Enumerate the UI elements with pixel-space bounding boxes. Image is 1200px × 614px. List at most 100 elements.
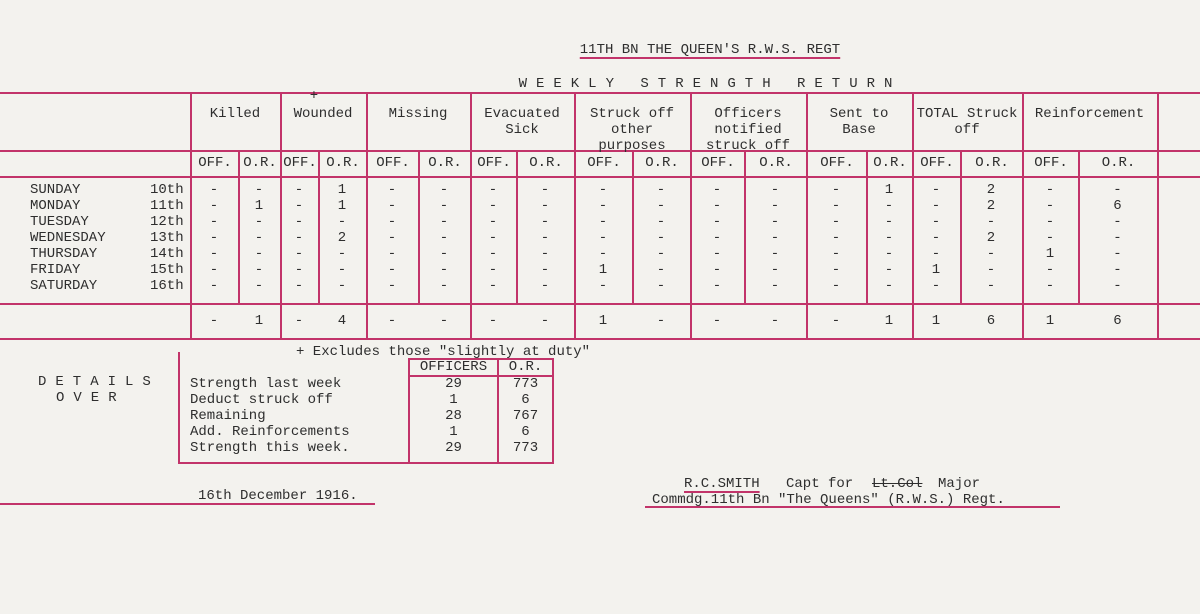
cell: - bbox=[209, 182, 219, 198]
cell: - bbox=[294, 214, 304, 230]
sub-header: O.R. bbox=[243, 155, 277, 171]
date-label: 15th bbox=[150, 262, 184, 278]
rule-line bbox=[408, 358, 410, 464]
rule-line bbox=[0, 503, 375, 505]
cell: - bbox=[1045, 278, 1055, 294]
cell: - bbox=[1113, 230, 1122, 246]
cell: - bbox=[1045, 262, 1055, 278]
group-header: Wounded bbox=[293, 106, 353, 122]
group-header: Missing bbox=[388, 106, 448, 122]
cell: - bbox=[209, 214, 219, 230]
cell: - bbox=[488, 278, 498, 294]
cell: - bbox=[209, 230, 219, 246]
day-label: TUESDAY bbox=[30, 214, 89, 230]
strength-value: 6 bbox=[521, 424, 530, 440]
cell: - bbox=[656, 278, 666, 294]
sub-header: O.R. bbox=[975, 155, 1009, 171]
cell: - bbox=[387, 278, 397, 294]
cell: - bbox=[884, 198, 894, 214]
signatory: R.C.SMITH bbox=[684, 476, 760, 492]
cell: - bbox=[770, 262, 780, 278]
cell: - bbox=[540, 230, 550, 246]
rule-line bbox=[178, 352, 180, 464]
sub-header: O.R. bbox=[759, 155, 793, 171]
cell: - bbox=[831, 182, 841, 198]
total-cell: 1 bbox=[254, 313, 264, 329]
cell: - bbox=[294, 230, 304, 246]
total-cell: - bbox=[488, 313, 498, 329]
total-cell: - bbox=[770, 313, 780, 329]
cell: - bbox=[439, 246, 449, 262]
cell: - bbox=[656, 198, 666, 214]
cell: 1 bbox=[1045, 246, 1055, 262]
rule-line bbox=[1157, 92, 1159, 338]
cell: - bbox=[209, 198, 219, 214]
cell: - bbox=[254, 262, 264, 278]
sub-header: O.R. bbox=[645, 155, 679, 171]
rule-line bbox=[960, 150, 962, 303]
rule-line bbox=[912, 92, 914, 338]
cell: - bbox=[931, 230, 941, 246]
cell: - bbox=[540, 278, 550, 294]
subtitle: WEEKLY STRENGTH RETURN bbox=[518, 76, 902, 92]
day-label: FRIDAY bbox=[30, 262, 81, 278]
day-label: SATURDAY bbox=[30, 278, 98, 294]
cell: - bbox=[254, 182, 264, 198]
sub-header: OFF. bbox=[477, 155, 511, 171]
rule-line bbox=[318, 150, 320, 303]
cell: - bbox=[1113, 262, 1122, 278]
cell: - bbox=[884, 262, 894, 278]
strength-header: OFFICERS bbox=[419, 359, 488, 375]
cell: - bbox=[387, 246, 397, 262]
cell: - bbox=[656, 230, 666, 246]
rule-line bbox=[0, 303, 1200, 305]
cell: - bbox=[1113, 214, 1122, 230]
cell: - bbox=[884, 278, 894, 294]
strength-value: 29 bbox=[445, 376, 462, 392]
cell: - bbox=[488, 246, 498, 262]
cell: 1 bbox=[254, 198, 264, 214]
cell: - bbox=[656, 262, 666, 278]
cell: - bbox=[831, 246, 841, 262]
group-header: TOTAL Struck off bbox=[916, 106, 1018, 138]
cell: - bbox=[598, 182, 608, 198]
sub-header: O.R. bbox=[428, 155, 462, 171]
rule-line bbox=[190, 303, 192, 338]
rule-line bbox=[0, 150, 1200, 152]
sub-header: OFF. bbox=[1034, 155, 1068, 171]
cell: - bbox=[387, 182, 397, 198]
cell: - bbox=[598, 198, 608, 214]
cell: - bbox=[439, 278, 449, 294]
cell: 2 bbox=[337, 230, 347, 246]
cell: - bbox=[1045, 198, 1055, 214]
cell: - bbox=[439, 230, 449, 246]
date-label: 14th bbox=[150, 246, 184, 262]
cell: - bbox=[294, 262, 304, 278]
cell: - bbox=[209, 278, 219, 294]
cell: - bbox=[387, 214, 397, 230]
date-label: 16th bbox=[150, 278, 184, 294]
cell: 2 bbox=[986, 198, 996, 214]
rule-line bbox=[408, 358, 552, 360]
cell: 6 bbox=[1113, 198, 1122, 214]
cell: - bbox=[1113, 246, 1122, 262]
rule-line bbox=[0, 338, 1200, 340]
date-label: 12th bbox=[150, 214, 184, 230]
cell: - bbox=[931, 278, 941, 294]
cell: - bbox=[254, 230, 264, 246]
strength-label: Strength this week. bbox=[190, 440, 350, 456]
day-label: THURSDAY bbox=[30, 246, 98, 262]
cell: - bbox=[831, 262, 841, 278]
sub-header: OFF. bbox=[820, 155, 854, 171]
cell: - bbox=[488, 262, 498, 278]
cell: - bbox=[712, 278, 722, 294]
strength-header: O.R. bbox=[508, 359, 543, 375]
cell: - bbox=[1113, 182, 1122, 198]
rule-line bbox=[497, 358, 499, 464]
cell: - bbox=[831, 198, 841, 214]
cell: 1 bbox=[931, 262, 941, 278]
rule-line bbox=[418, 150, 420, 303]
strength-label: Remaining bbox=[190, 408, 266, 424]
cell: - bbox=[439, 214, 449, 230]
cell: - bbox=[1113, 278, 1122, 294]
